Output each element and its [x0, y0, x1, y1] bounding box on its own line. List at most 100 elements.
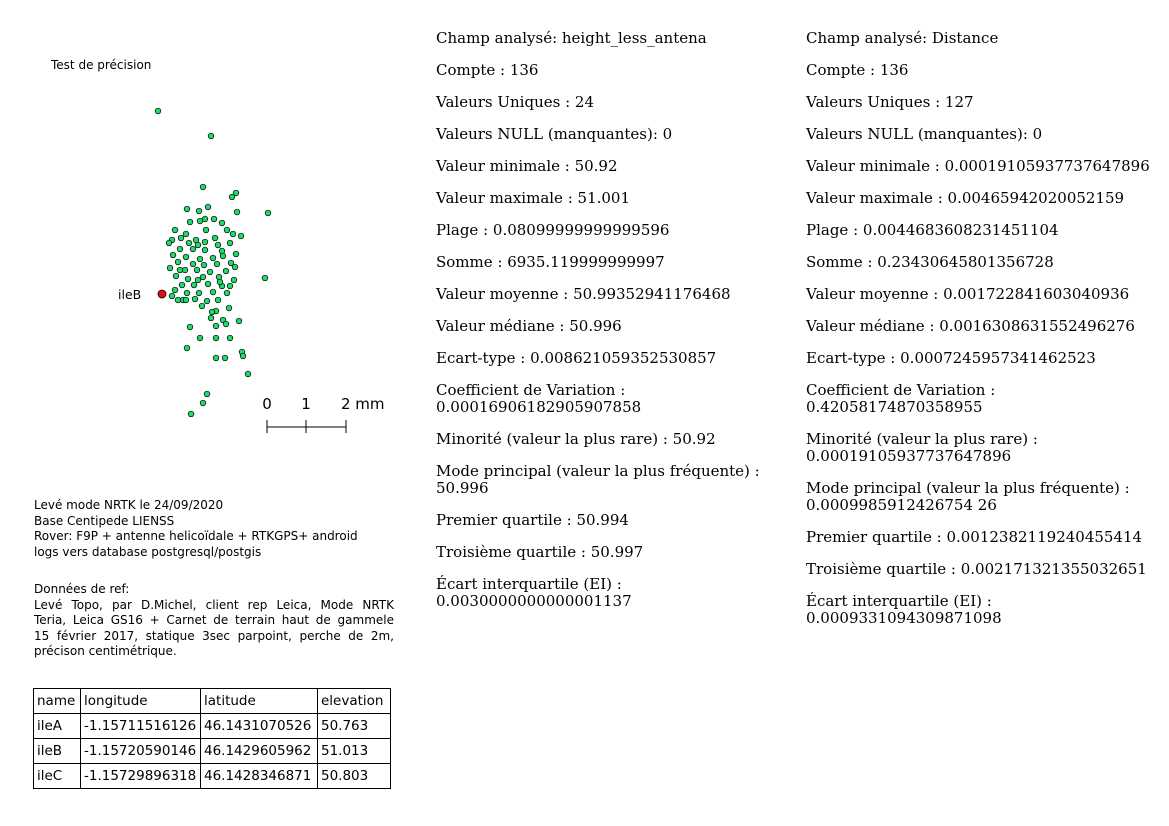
survey-point — [199, 399, 207, 407]
survey-point — [215, 273, 223, 281]
table-cell: 51.013 — [317, 738, 391, 764]
survey-point — [193, 266, 201, 274]
survey-point — [183, 289, 191, 297]
survey-point — [231, 263, 239, 271]
survey-point — [168, 292, 176, 300]
stat-label: Écart interquartile (EI) : — [436, 575, 622, 593]
survey-point — [213, 260, 221, 268]
survey-point — [225, 304, 233, 312]
survey-notes: Levé mode NRTK le 24/09/2020 Base Centip… — [34, 498, 394, 660]
reference-point-label: ileB — [118, 287, 141, 302]
survey-point — [195, 289, 203, 297]
survey-point — [171, 286, 179, 294]
table-cell: 46.1429605962 — [200, 738, 318, 764]
survey-point — [207, 132, 215, 140]
reference-line: Teria, Leica GS16 + Carnet de terrain ha… — [34, 613, 394, 627]
survey-point — [195, 207, 203, 215]
survey-point — [212, 322, 220, 330]
table-header-row: name longitude latitude elevation — [33, 688, 391, 714]
survey-point — [204, 203, 212, 211]
survey-point — [226, 334, 234, 342]
survey-point — [196, 334, 204, 342]
survey-point — [199, 183, 207, 191]
stat-line: Mode principal (valeur la plus fréquente… — [806, 480, 1161, 514]
table-row: ileB -1.15720590146 46.1429605962 51.013 — [33, 738, 391, 764]
survey-point — [183, 205, 191, 213]
stat-line: Somme : 0.23430645801356728 — [806, 253, 1054, 271]
survey-point — [209, 254, 217, 262]
survey-point — [201, 238, 209, 246]
survey-point — [185, 239, 193, 247]
table-row: ileC -1.15729896318 46.1428346871 50.803 — [33, 763, 391, 789]
column-header: elevation — [317, 688, 391, 714]
survey-point — [239, 352, 247, 360]
column-header: name — [33, 688, 81, 714]
survey-point — [176, 245, 184, 253]
stat-label: Minorité (valeur la plus rare) : — [806, 430, 1038, 448]
stat-line: Premier quartile : 50.994 — [436, 511, 629, 529]
stat-line: Valeur moyenne : 50.99352941176468 — [436, 285, 731, 303]
stat-label: Coefficient de Variation : — [806, 381, 996, 399]
stat-line: Coefficient de Variation :0.420581748703… — [806, 382, 1161, 416]
table-cell: 46.1428346871 — [200, 763, 318, 789]
stat-line: Valeur maximale : 0.00465942020052159 — [806, 189, 1125, 207]
survey-point — [203, 297, 211, 305]
survey-point — [230, 276, 238, 284]
stat-line: Compte : 136 — [806, 61, 909, 79]
stat-label: Écart interquartile (EI) : — [806, 592, 992, 610]
survey-point — [229, 230, 237, 238]
reference-coordinates-table: name longitude latitude elevation ileA -… — [33, 688, 391, 789]
survey-point — [228, 193, 236, 201]
stat-line: Minorité (valeur la plus rare) :0.000191… — [806, 431, 1161, 465]
survey-point — [189, 260, 197, 268]
survey-point — [233, 208, 241, 216]
survey-point — [218, 247, 226, 255]
survey-point — [184, 275, 192, 283]
survey-points — [154, 107, 272, 418]
stat-line: Écart interquartile (EI) :0.000933109430… — [806, 593, 1161, 627]
map-canvas: ileB 0 1 2 mm — [118, 107, 385, 433]
survey-line: Levé mode NRTK le 24/09/2020 — [34, 498, 224, 512]
stat-line: Valeur minimale : 50.92 — [436, 157, 618, 175]
survey-point — [211, 234, 219, 242]
table-cell: -1.15720590146 — [80, 738, 201, 764]
stat-line: Ecart-type : 0.0007245957341462523 — [806, 349, 1096, 367]
survey-point — [182, 253, 190, 261]
table-row: ileA -1.15711516126 46.1431070526 50.763 — [33, 713, 391, 739]
survey-point — [196, 217, 204, 225]
survey-point — [182, 296, 190, 304]
table-cell: -1.15711516126 — [80, 713, 201, 739]
survey-point — [244, 370, 252, 378]
stat-value: 0.0009331094309871098 — [806, 609, 1002, 627]
table-cell: ileB — [33, 738, 81, 764]
survey-point — [214, 241, 222, 249]
stat-line: Valeurs NULL (manquantes): 0 — [436, 125, 673, 143]
table-cell: ileC — [33, 763, 81, 789]
survey-point — [264, 209, 272, 217]
survey-point — [214, 296, 222, 304]
survey-point — [209, 288, 217, 296]
table-cell: ileA — [33, 713, 81, 739]
survey-point — [177, 234, 185, 242]
stat-line: Valeur médiane : 50.996 — [436, 317, 622, 335]
survey-point — [186, 218, 194, 226]
stat-line: Minorité (valeur la plus rare) : 50.92 — [436, 430, 716, 448]
scale-bar: 0 1 2 mm — [262, 395, 385, 433]
reference-info: Données de ref: Levé Topo, par D.Michel,… — [34, 582, 394, 660]
survey-point — [237, 232, 245, 240]
stat-line: Valeur médiane : 0.0016308631552496276 — [806, 317, 1135, 335]
scale-label-1: 1 — [301, 395, 311, 413]
stat-line: Mode principal (valeur la plus fréquente… — [436, 463, 791, 497]
survey-point — [174, 258, 182, 266]
survey-point — [190, 281, 198, 289]
survey-point — [232, 189, 240, 197]
survey-point — [219, 252, 227, 260]
stat-value: 0.00016906182905907858 — [436, 398, 642, 416]
survey-point — [154, 107, 162, 115]
survey-point — [226, 239, 234, 247]
survey-point — [226, 282, 234, 290]
survey-point — [235, 317, 243, 325]
map-title: Test de précision — [51, 58, 152, 72]
reference-heading: Données de ref: — [34, 582, 130, 596]
survey-point — [221, 354, 229, 362]
